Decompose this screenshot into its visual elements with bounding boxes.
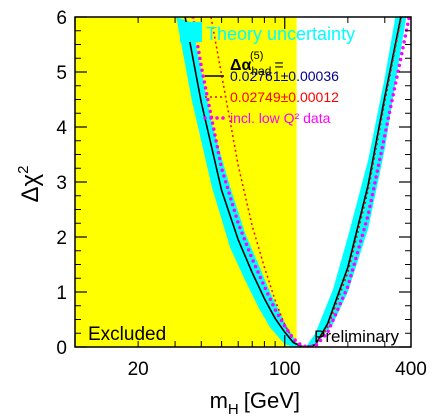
- series-line-2: [210, 17, 403, 347]
- x-axis-title-sub: H: [228, 401, 239, 416]
- legend-label-2: 0.02749±0.00012: [230, 89, 339, 105]
- y-tick-label: 1: [56, 283, 67, 304]
- legend-band-label: Theory uncertainty: [206, 24, 355, 44]
- legend-header-sup: (5): [250, 50, 263, 62]
- y-axis-title: Δχ2: [15, 166, 44, 203]
- legend-header-eq: =: [274, 57, 283, 74]
- x-axis-title-main: m: [210, 388, 228, 413]
- y-axis-title-sup: 2: [15, 166, 32, 174]
- legend: Theory uncertainty Δαhad = (5) 0.02761±0.…: [180, 22, 355, 126]
- y-tick-label: 0: [56, 338, 67, 359]
- legend-label-1: 0.02761±0.00036: [230, 68, 339, 84]
- series-line-3: [191, 17, 411, 347]
- x-tick-label: 400: [395, 359, 427, 380]
- legend-header-sub: had: [251, 64, 271, 78]
- x-axis-title-unit: [GeV]: [244, 388, 300, 413]
- y-tick-label: 3: [56, 173, 67, 194]
- legend-label-3: incl. low Q² data: [230, 110, 331, 126]
- y-axis-title-main: Δχ: [17, 173, 44, 202]
- y-tick-label: 4: [56, 118, 67, 139]
- y-tick-label: 5: [56, 63, 67, 84]
- tick-labels: 20 100 400 0 1 2 3 4 5 6: [56, 8, 426, 380]
- svg-text:Δχ2: Δχ2: [15, 166, 44, 203]
- x-tick-label: 100: [269, 359, 301, 380]
- legend-header: Δαhad =: [230, 57, 284, 78]
- y-tick-label: 6: [56, 8, 67, 29]
- series-line-1: [184, 17, 402, 347]
- preliminary-label: Preliminary: [314, 327, 400, 346]
- excluded-label: Excluded: [88, 324, 166, 345]
- y-tick-label: 2: [56, 228, 67, 249]
- legend-header-symbol: Δα: [230, 57, 252, 74]
- plot-frame: [74, 16, 412, 348]
- legend-band-swatch: [180, 22, 202, 42]
- legend-series: 0.02761±0.00036 0.02749±0.00012 incl. low …: [203, 68, 339, 126]
- x-tick-label: 20: [128, 359, 149, 380]
- x-axis-title: mH [GeV]: [210, 388, 300, 416]
- series-group: [184, 17, 411, 347]
